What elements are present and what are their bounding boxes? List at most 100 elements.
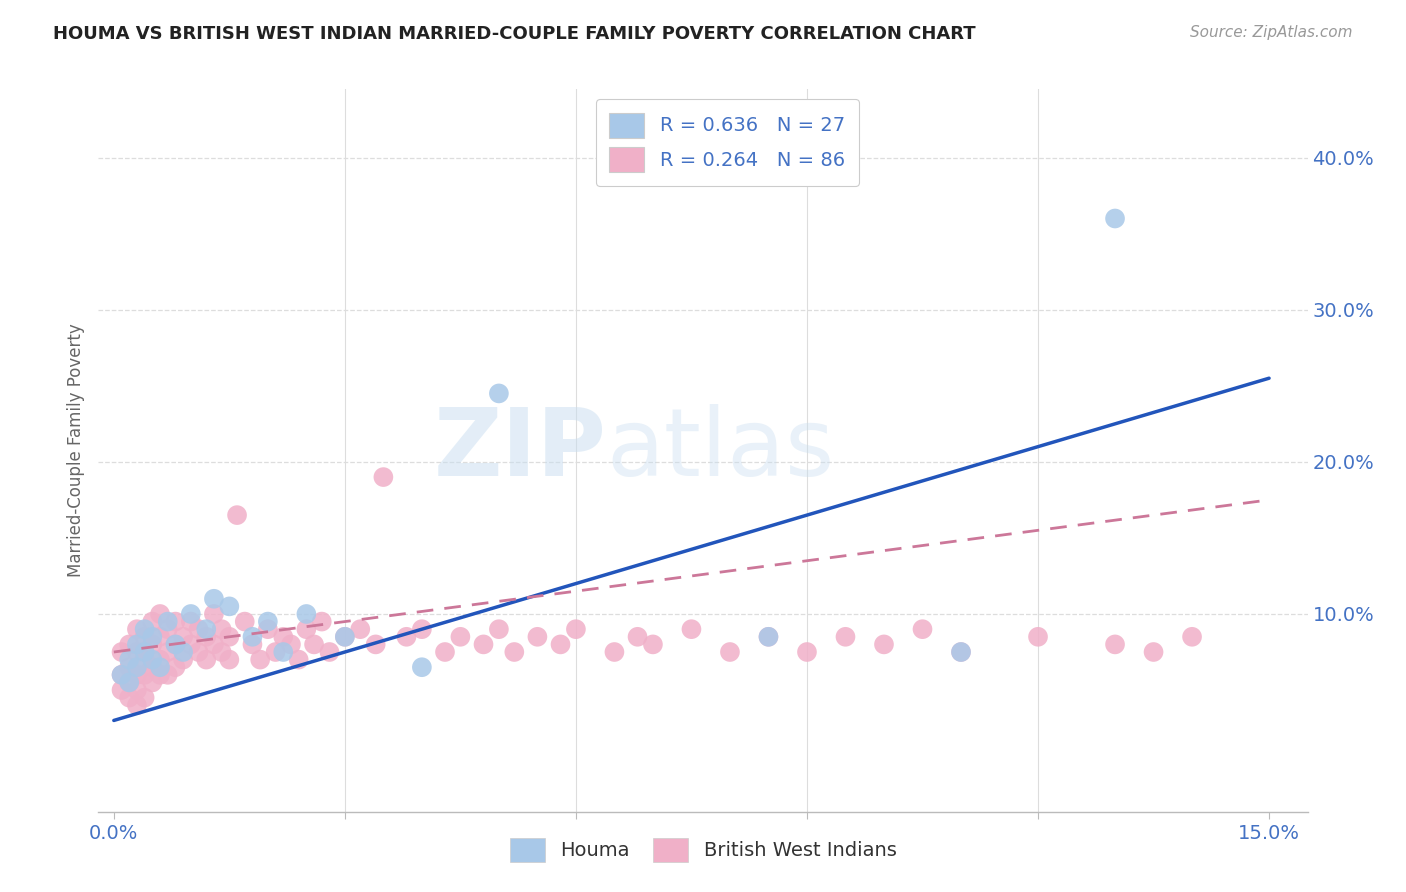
Point <box>149 668 172 682</box>
Point <box>249 652 271 666</box>
Point <box>834 630 856 644</box>
Text: atlas: atlas <box>606 404 835 497</box>
Point <box>264 645 287 659</box>
Point <box>1181 630 1204 644</box>
Point <box>118 690 141 705</box>
Point <box>211 645 233 659</box>
Point <box>318 645 340 659</box>
Point <box>165 615 187 629</box>
Point <box>118 652 141 666</box>
Point <box>125 660 148 674</box>
Point <box>110 683 132 698</box>
Point <box>758 630 780 644</box>
Point <box>257 622 280 636</box>
Point <box>202 637 225 651</box>
Point <box>218 599 240 614</box>
Point <box>295 607 318 621</box>
Point <box>125 622 148 636</box>
Point <box>118 675 141 690</box>
Point <box>796 645 818 659</box>
Text: ZIP: ZIP <box>433 404 606 497</box>
Point <box>1142 645 1164 659</box>
Point <box>141 615 163 629</box>
Point <box>950 645 973 659</box>
Point <box>156 622 179 636</box>
Point <box>1104 211 1126 226</box>
Point <box>242 630 264 644</box>
Point <box>211 622 233 636</box>
Point <box>141 652 163 666</box>
Point <box>472 637 495 651</box>
Point <box>718 645 741 659</box>
Point <box>110 645 132 659</box>
Point <box>156 645 179 659</box>
Legend: Houma, British West Indians: Houma, British West Indians <box>501 829 905 871</box>
Point <box>141 660 163 674</box>
Point <box>911 622 934 636</box>
Point <box>187 645 209 659</box>
Point <box>218 630 240 644</box>
Point <box>1104 637 1126 651</box>
Point <box>180 615 202 629</box>
Point <box>187 622 209 636</box>
Point <box>195 622 218 636</box>
Point <box>118 675 141 690</box>
Point <box>156 615 179 629</box>
Point <box>156 668 179 682</box>
Point <box>950 645 973 659</box>
Point <box>125 645 148 659</box>
Point <box>295 622 318 636</box>
Point <box>233 615 256 629</box>
Point <box>449 630 471 644</box>
Point <box>503 645 526 659</box>
Point <box>873 637 896 651</box>
Legend: R = 0.636   N = 27, R = 0.264   N = 86: R = 0.636 N = 27, R = 0.264 N = 86 <box>596 99 859 186</box>
Point <box>302 637 325 651</box>
Point <box>172 630 194 644</box>
Point <box>149 660 172 674</box>
Point <box>626 630 648 644</box>
Point <box>488 386 510 401</box>
Point <box>118 660 141 674</box>
Point <box>526 630 548 644</box>
Point <box>134 622 156 636</box>
Point <box>202 591 225 606</box>
Point <box>172 645 194 659</box>
Point <box>134 652 156 666</box>
Point <box>311 615 333 629</box>
Point <box>134 690 156 705</box>
Point <box>242 637 264 651</box>
Point <box>141 637 163 651</box>
Point <box>165 637 187 651</box>
Point <box>125 637 148 651</box>
Point <box>218 652 240 666</box>
Point <box>134 630 156 644</box>
Text: Source: ZipAtlas.com: Source: ZipAtlas.com <box>1189 25 1353 40</box>
Point <box>226 508 249 522</box>
Point <box>681 622 703 636</box>
Point <box>565 622 588 636</box>
Point <box>333 630 356 644</box>
Point <box>411 660 433 674</box>
Point <box>149 630 172 644</box>
Point <box>165 637 187 651</box>
Text: HOUMA VS BRITISH WEST INDIAN MARRIED-COUPLE FAMILY POVERTY CORRELATION CHART: HOUMA VS BRITISH WEST INDIAN MARRIED-COU… <box>53 25 976 43</box>
Point <box>180 637 202 651</box>
Point <box>758 630 780 644</box>
Point <box>172 652 194 666</box>
Point <box>271 645 294 659</box>
Point <box>641 637 664 651</box>
Point <box>411 622 433 636</box>
Point <box>195 652 218 666</box>
Point <box>603 645 626 659</box>
Point <box>195 630 218 644</box>
Point <box>287 652 309 666</box>
Point <box>125 698 148 713</box>
Y-axis label: Married-Couple Family Poverty: Married-Couple Family Poverty <box>66 324 84 577</box>
Point <box>110 668 132 682</box>
Point <box>280 637 302 651</box>
Point <box>134 645 156 659</box>
Point <box>395 630 418 644</box>
Point <box>271 630 294 644</box>
Point <box>257 615 280 629</box>
